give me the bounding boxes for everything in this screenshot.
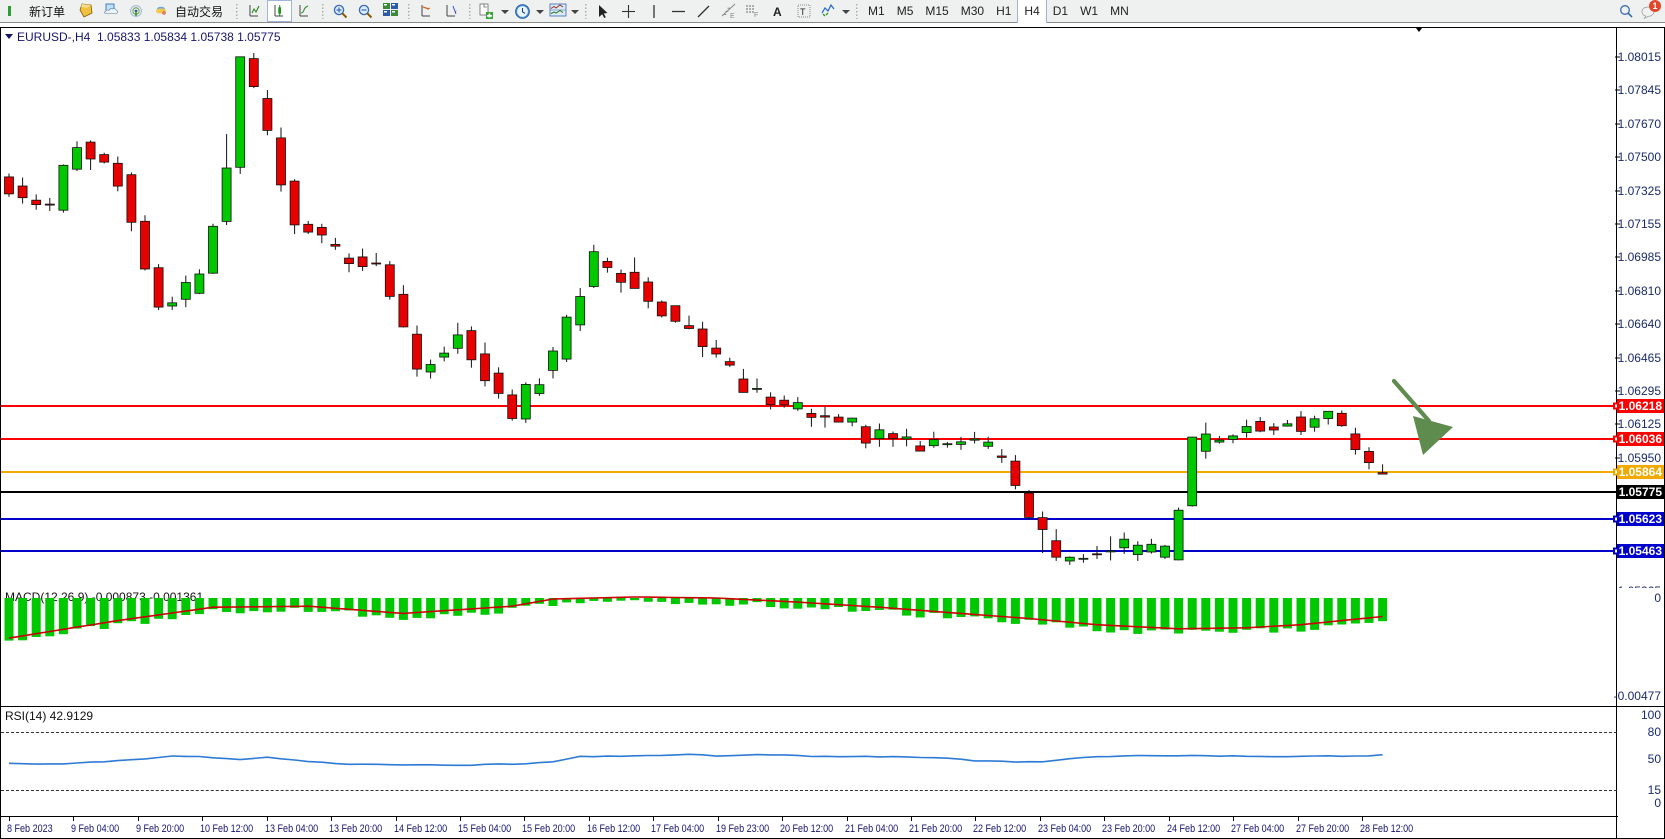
svg-text:F: F: [754, 12, 758, 18]
svg-text:E: E: [730, 13, 735, 19]
svg-text:T: T: [800, 7, 806, 17]
svg-text:A: A: [773, 5, 782, 18]
